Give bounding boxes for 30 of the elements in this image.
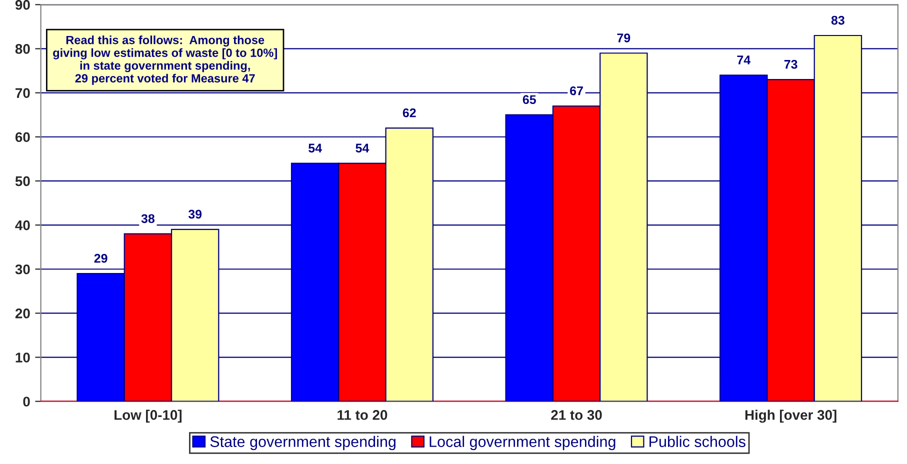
y-tick-label: 80 bbox=[15, 44, 30, 54]
data-label: 62 bbox=[402, 108, 416, 118]
legend-label: Local government spending bbox=[430, 436, 616, 450]
y-tick-label: 90 bbox=[15, 0, 30, 10]
annotation: Read this as follows: Among those giving low estimates of waste [0 to 10%] in state government spending, 29 percent voted for Measure 47 bbox=[53, 36, 277, 85]
data-label: 74 bbox=[737, 56, 751, 64]
data-label: 39 bbox=[188, 210, 202, 219]
y-tick-label: 50 bbox=[15, 176, 30, 186]
data-label: 29 bbox=[94, 254, 108, 263]
data-label: 67 bbox=[570, 86, 583, 96]
legend-label: State government spending bbox=[210, 436, 396, 450]
data-label: 79 bbox=[617, 33, 630, 42]
data-label: 83 bbox=[831, 16, 844, 25]
y-tick-label: 40 bbox=[15, 220, 30, 230]
y-tick-label: 10 bbox=[16, 352, 30, 362]
data-label: 65 bbox=[522, 95, 536, 104]
y-tick-label: 60 bbox=[15, 132, 30, 142]
x-tick-label: 21 to 30 bbox=[551, 410, 602, 420]
x-tick-label: 11 to 20 bbox=[338, 410, 388, 420]
data-label: 38 bbox=[141, 214, 155, 224]
y-tick-label: 30 bbox=[15, 264, 30, 274]
data-label: 54 bbox=[356, 144, 370, 153]
data-label: 73 bbox=[784, 60, 798, 69]
x-tick-label: High [over 30] bbox=[745, 410, 836, 423]
y-tick-label: 70 bbox=[16, 88, 30, 98]
x-tick-label: Low [0-10] bbox=[114, 410, 182, 423]
y-tick-label: 20 bbox=[15, 308, 30, 318]
data-label: 54 bbox=[308, 144, 322, 153]
y-tick-label: 0 bbox=[23, 396, 30, 407]
legend-label: Public schools bbox=[650, 436, 746, 448]
